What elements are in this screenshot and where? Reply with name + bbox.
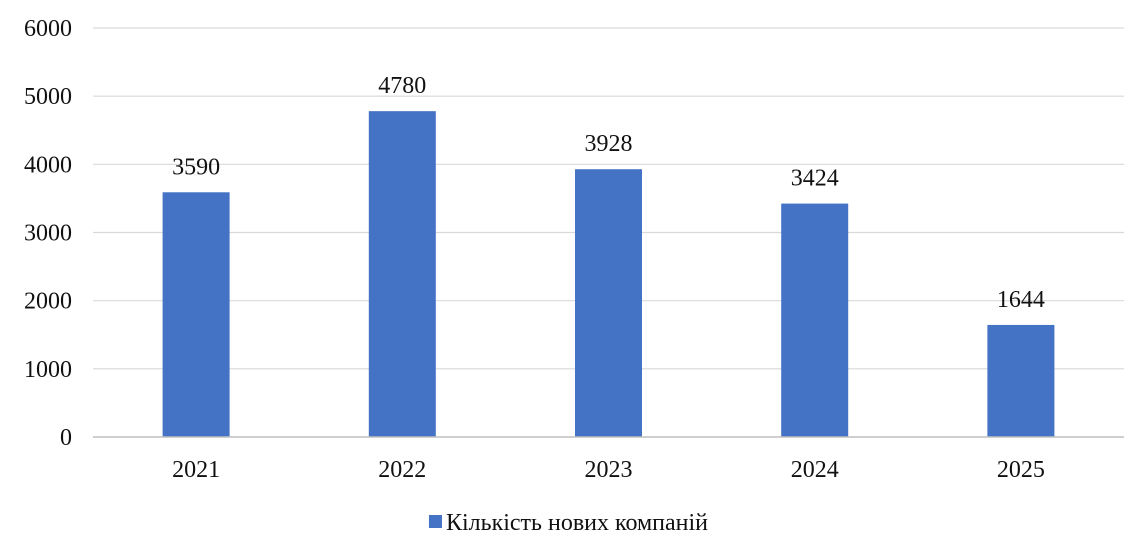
x-tick-label: 2023 <box>585 457 633 483</box>
x-axis-tick-labels: 2021 2022 2023 2024 2025 <box>172 457 1045 483</box>
x-tick-label: 2022 <box>378 457 426 483</box>
bar-2021 <box>162 192 230 437</box>
data-label-2022: 4780 <box>378 73 426 99</box>
y-tick-label: 6000 <box>24 16 72 42</box>
y-tick-label: 3000 <box>24 221 72 247</box>
y-tick-label: 5000 <box>24 84 72 110</box>
y-tick-label: 2000 <box>24 289 72 315</box>
bar-2024 <box>781 203 849 437</box>
x-tick-label: 2024 <box>791 457 839 483</box>
x-tick-label: 2021 <box>172 457 220 483</box>
y-tick-label: 0 <box>60 425 72 451</box>
data-label-2025: 1644 <box>997 287 1045 313</box>
y-axis-tick-labels: 0 1000 2000 3000 4000 5000 6000 <box>24 16 72 451</box>
data-labels: 3590 4780 3928 3424 1644 <box>172 73 1045 313</box>
legend: Кількість нових компаній <box>428 510 708 536</box>
bar-2023 <box>575 169 642 437</box>
bar-2025 <box>987 324 1055 437</box>
bars <box>162 111 1055 437</box>
x-tick-label: 2025 <box>997 457 1045 483</box>
data-label-2021: 3590 <box>172 154 220 180</box>
legend-label: Кількість нових компаній <box>446 510 708 536</box>
y-tick-label: 1000 <box>24 357 72 383</box>
data-label-2024: 3424 <box>791 166 839 192</box>
data-label-2023: 3928 <box>585 131 633 157</box>
legend-swatch <box>428 515 442 528</box>
y-tick-label: 4000 <box>24 152 72 178</box>
bar-2022 <box>368 111 436 437</box>
